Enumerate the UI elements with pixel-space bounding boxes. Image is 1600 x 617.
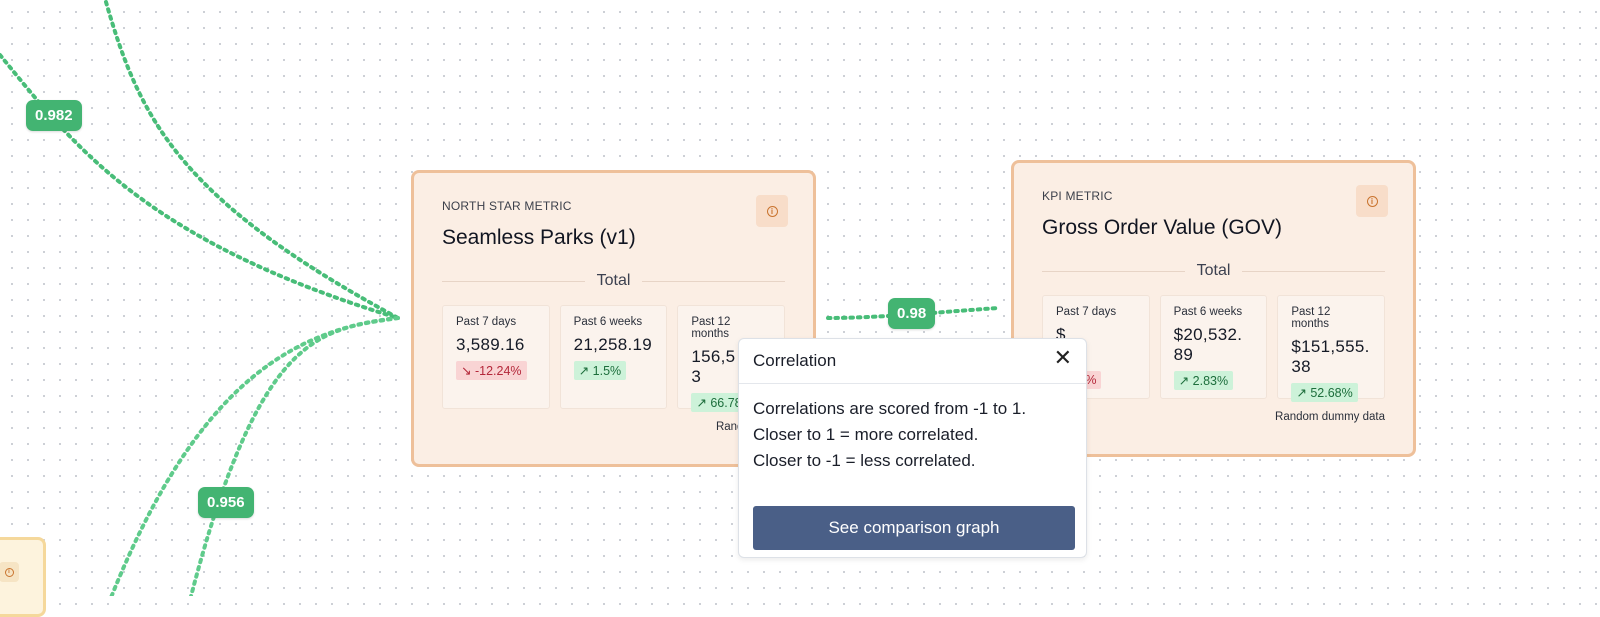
period-label: Past 7 days [1056, 306, 1117, 318]
info-button[interactable]: i [756, 195, 788, 227]
trend-down-icon: ↘ [461, 364, 472, 378]
see-comparison-graph-button[interactable]: See comparison graph [753, 506, 1075, 550]
trend-up-icon: ↗ [1178, 374, 1190, 388]
info-circle-icon: i [1366, 195, 1378, 207]
kpi-metric-card[interactable]: KPI METRIC Gross Order Value (GOV) i Tot… [1011, 160, 1416, 457]
partial-metric-card[interactable]: i [0, 537, 46, 617]
info-circle-icon: i [4, 567, 14, 577]
period-value: $ [1056, 325, 1066, 344]
popover-text-line: Closer to 1 = more correlated. [753, 425, 979, 444]
period-label: Past 6 weeks [1173, 306, 1243, 318]
correlation-badge[interactable]: 0.982 [26, 100, 82, 131]
card-type-label: KPI METRIC [1042, 189, 1113, 203]
period-value: 21,258.19 [573, 335, 653, 354]
change-badge: ↗ 52.68% [1291, 383, 1358, 402]
change-badge: ↘ -12.24% [456, 361, 527, 380]
edge-line [189, 316, 400, 596]
correlation-badge[interactable]: 0.956 [198, 487, 254, 518]
card-type-label: NORTH STAR METRIC [442, 199, 572, 213]
popover-body: Correlations are scored from -1 to 1. Cl… [739, 384, 1086, 486]
period-stat: Past 7 days 3,589.16 ↘ -12.24% [442, 305, 550, 409]
total-label: Total [1196, 262, 1231, 279]
change-badge: ↗ 2.83% [1173, 371, 1234, 390]
trend-up-icon: ↗ [1296, 386, 1307, 400]
popover-text-line: Correlations are scored from -1 to 1. [753, 399, 1027, 418]
period-stat: Past 6 weeks 21,258.19 ↗ 1.5% [559, 305, 668, 409]
period-stat: Past 12 months $151,555. 38 ↗ 52.68% [1277, 295, 1386, 402]
period-stat: Past 6 weeks $20,532. 89 ↗ 2.83% [1159, 295, 1268, 399]
change-badge: ↗ 66.78 [691, 393, 747, 412]
card-title: Seamless Parks (v1) [442, 226, 636, 249]
info-circle-icon: i [766, 205, 778, 217]
popover-text-line: Closer to -1 = less correlated. [753, 451, 976, 470]
period-label: Past 12 months [691, 316, 731, 340]
edge-line [104, 0, 400, 320]
info-button[interactable]: i [1356, 185, 1388, 217]
total-divider: Total [1042, 262, 1386, 280]
trend-up-icon: ↗ [696, 396, 707, 410]
card-title: Gross Order Value (GOV) [1042, 216, 1283, 239]
period-value: 3,589.16 [456, 335, 525, 354]
change-badge: ↗ 1.5% [573, 361, 627, 380]
edge-line [0, 53, 400, 320]
correlation-popover: Correlation ✕ Correlations are scored fr… [738, 338, 1087, 558]
total-divider: Total [442, 272, 786, 290]
period-label: Past 7 days [456, 316, 517, 328]
period-label: Past 6 weeks [573, 316, 643, 328]
card-footnote: Random dummy data [1275, 411, 1385, 423]
card-footnote: Random dum [442, 421, 785, 433]
period-label: Past 12 months [1291, 306, 1331, 330]
popover-title: Correlation [753, 351, 837, 370]
trend-up-icon: ↗ [578, 364, 590, 378]
total-label: Total [596, 272, 631, 289]
period-value: $151,555. 38 [1291, 337, 1370, 376]
period-value: 156,5 3 [691, 347, 736, 386]
edge-line [109, 316, 400, 596]
close-icon[interactable]: ✕ [1053, 345, 1072, 370]
info-button[interactable]: i [0, 562, 19, 582]
correlation-badge-active[interactable]: 0.98 [888, 298, 936, 329]
period-value: $20,532. 89 [1173, 325, 1243, 364]
